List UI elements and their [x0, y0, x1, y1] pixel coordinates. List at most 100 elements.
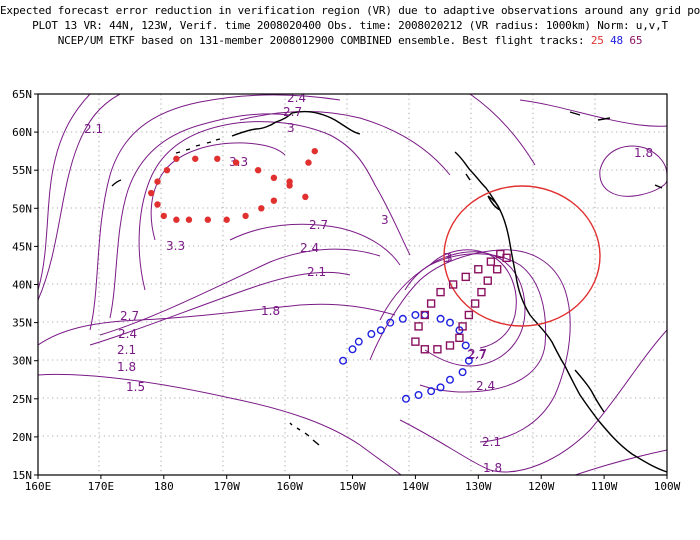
track-marker	[160, 212, 167, 220]
hudson-fragment	[654, 184, 663, 189]
track-marker	[470, 299, 480, 308]
track-marker	[502, 253, 511, 263]
contour-3-3	[150, 142, 286, 241]
track-marker	[339, 356, 348, 365]
track-marker	[445, 375, 454, 384]
contour-2-7-west	[109, 113, 291, 319]
track-marker	[464, 356, 473, 365]
track-marker	[214, 155, 221, 162]
track-marker	[448, 280, 458, 289]
track-marker	[401, 394, 410, 403]
track-marker	[154, 201, 161, 208]
track-marker	[270, 174, 278, 182]
contour-label: 2.7	[283, 105, 302, 119]
track-marker	[477, 287, 486, 297]
lat-tick-label: 25N	[12, 393, 32, 406]
lat-tick-label: 15N	[12, 469, 32, 482]
track-marker	[242, 212, 249, 220]
track-marker	[414, 322, 423, 331]
track-marker	[458, 368, 467, 377]
track-marker	[420, 310, 430, 320]
contour-label: 3.3	[166, 239, 185, 253]
vancouver-island	[487, 195, 502, 212]
contour-3-ring	[138, 121, 411, 291]
coastlines	[111, 111, 667, 473]
lon-tick-label: 170W	[213, 480, 240, 493]
lat-axis: 65N 60N 55N 50N 45N 40N 35N 30N 25N 20N 15N	[12, 88, 38, 482]
lat-tick-label: 20N	[12, 431, 32, 444]
contour-label: 1.5	[126, 380, 145, 394]
lat-tick-label: 30N	[12, 355, 32, 368]
contour-lines	[38, 94, 667, 475]
contour-2-7-north	[239, 110, 451, 176]
contour-label: 1.8	[261, 304, 280, 318]
contour-label: 1.8	[117, 360, 136, 374]
bc-coast	[454, 151, 501, 211]
track-marker	[223, 216, 230, 223]
contour-2-1-east	[369, 249, 571, 443]
header-line-1: Expected forecast error reduction in ver…	[0, 4, 700, 17]
contour-label: 2.7	[468, 347, 487, 361]
track-marker	[411, 310, 420, 319]
lon-tick-label: 160E	[25, 480, 52, 493]
track-25-label: 25	[590, 34, 604, 47]
contour-2-4-mid	[99, 248, 381, 336]
track-marker	[185, 216, 193, 223]
track-marker	[483, 276, 492, 285]
track-marker	[270, 197, 278, 204]
contour-1-8-west-b	[38, 94, 91, 291]
track-marker	[411, 337, 420, 346]
contour-1-8-east	[399, 329, 667, 473]
track-marker	[305, 159, 312, 166]
lon-tick-label: 110W	[591, 480, 618, 493]
baja-coast	[564, 365, 599, 421]
contour-1-5	[38, 373, 402, 475]
aleutian-islands	[175, 138, 221, 154]
track-48-markers	[339, 310, 473, 403]
lat-tick-label: 45N	[12, 240, 32, 253]
contour-label: 2.4	[300, 241, 319, 255]
map-background	[38, 94, 667, 475]
greenland-fragment	[569, 111, 611, 121]
contour-label: 2.1	[482, 435, 501, 449]
lat-tick-label: 60N	[12, 126, 32, 139]
contour-label: 3	[381, 213, 389, 227]
lat-tick-label: 35N	[12, 317, 32, 330]
contour-1-5-se	[573, 449, 667, 475]
track-marker	[254, 167, 262, 174]
track-marker	[286, 178, 293, 185]
track-marker	[386, 318, 395, 327]
contour-label: 2.1	[117, 343, 136, 357]
contour-2-4-west	[89, 94, 341, 331]
contour-2-4-east	[379, 253, 547, 393]
mexico-coast	[597, 419, 667, 473]
lon-tick-label: 100W	[654, 480, 681, 493]
alaska-peninsula-coast	[231, 112, 293, 137]
contour-labels: 2.42.732.13.31.832.73.332.42.72.12.72.42…	[84, 94, 653, 475]
track-marker	[486, 257, 496, 266]
track-marker	[232, 159, 240, 166]
lon-tick-label: 160W	[276, 480, 303, 493]
track-48-label: 48	[610, 34, 623, 47]
lon-tick-label: 140W	[402, 480, 429, 493]
lat-tick-label: 65N	[12, 88, 32, 101]
track-marker	[173, 155, 180, 162]
contour-label: 1.8	[483, 461, 502, 475]
header-line-2: PLOT 13 VR: 44N, 123W, Verif. time 20080…	[32, 19, 668, 32]
track-marker	[458, 322, 467, 331]
track-marker	[474, 265, 483, 274]
contour-2-7-east	[404, 251, 526, 367]
contour-label: 1.8	[634, 146, 653, 160]
haida-gwaii	[465, 173, 471, 181]
alaska-gulf-coast	[291, 111, 361, 135]
contour-label: 3	[287, 121, 295, 135]
lon-tick-label: 170E	[88, 480, 115, 493]
contour-label: 3	[445, 251, 453, 265]
track-marker	[348, 345, 357, 354]
track-marker	[464, 310, 474, 320]
track-marker	[148, 189, 155, 197]
track-marker	[354, 337, 363, 346]
track-marker	[163, 167, 171, 174]
track-marker	[436, 314, 445, 323]
